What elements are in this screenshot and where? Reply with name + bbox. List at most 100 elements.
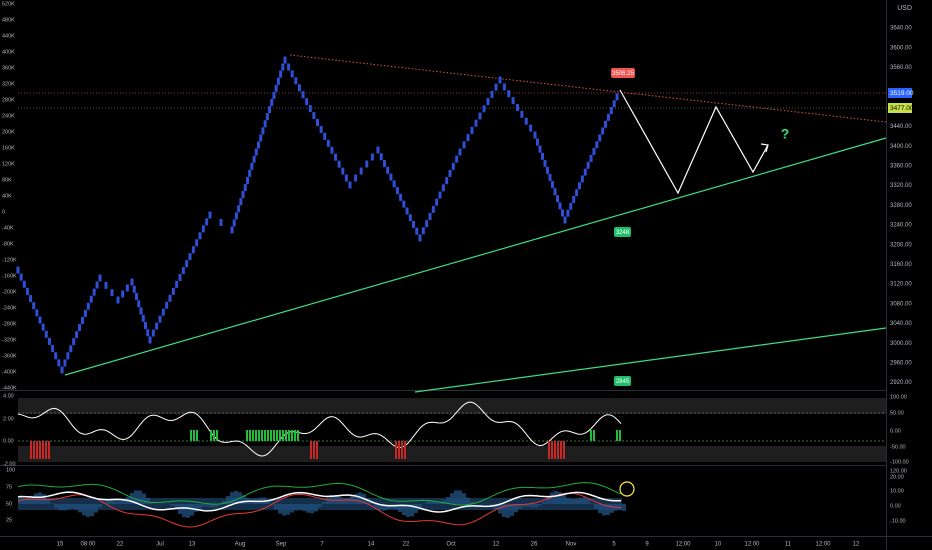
right-axis-label: 0.00 — [890, 428, 901, 434]
histogram-bar — [182, 504, 186, 518]
renko-brick — [334, 153, 338, 161]
signal-bar — [288, 430, 290, 441]
histogram-bar — [222, 501, 226, 504]
right-axis-label: -10.00 — [890, 518, 906, 524]
histogram-bar — [494, 504, 498, 510]
renko-brick — [125, 284, 129, 292]
histogram-bar — [46, 498, 50, 504]
histogram-bar — [622, 504, 626, 511]
renko-brick — [615, 93, 619, 101]
overbought-band — [18, 398, 886, 414]
histogram-bar — [186, 504, 190, 518]
renko-brick — [589, 154, 593, 162]
level-bg — [888, 103, 912, 113]
renko-brick — [312, 112, 316, 120]
renko-brick — [566, 209, 570, 217]
renko-brick — [546, 166, 549, 174]
renko-brick — [283, 56, 287, 64]
renko-brick — [308, 105, 312, 113]
renko-brick — [558, 202, 562, 210]
right-axis-label: 3320.00 — [890, 183, 912, 189]
signal-bar — [196, 430, 198, 441]
histogram-bar — [462, 493, 466, 504]
histogram-bar — [570, 499, 574, 504]
left-axis-label: 2.00 — [3, 416, 14, 422]
time-axis-label: 13 — [189, 542, 196, 548]
renko-brick — [178, 274, 182, 281]
renko-brick — [241, 191, 245, 199]
histogram-bar — [94, 504, 98, 513]
histogram-bar — [130, 492, 134, 504]
histogram-bar — [102, 503, 106, 504]
renko-brick — [592, 148, 596, 156]
signal-bar — [45, 441, 47, 459]
histogram-bar — [430, 500, 434, 504]
renko-brick — [598, 134, 602, 142]
renko-brick — [110, 289, 114, 297]
renko-brick — [155, 322, 159, 330]
histogram-bar — [414, 504, 418, 513]
right-axis-label: 3080.00 — [890, 301, 912, 307]
signal-bar — [193, 430, 195, 441]
renko-brick — [389, 173, 393, 181]
renko-brick — [341, 167, 345, 175]
renko-brick — [601, 127, 605, 135]
histogram-bar — [190, 504, 194, 516]
right-axis-label: -100.00 — [890, 459, 909, 465]
histogram-bar — [450, 493, 454, 504]
renko-brick — [78, 324, 82, 332]
histogram-bar — [278, 504, 282, 514]
signal-bar — [619, 430, 621, 441]
renko-brick — [135, 293, 138, 300]
histogram-bar — [202, 504, 206, 507]
histogram-bar — [170, 504, 174, 506]
right-axis-label: 3240.00 — [890, 223, 912, 229]
histogram-bar — [518, 504, 522, 509]
renko-brick — [72, 338, 76, 346]
histogram-bar — [226, 496, 230, 504]
renko-brick — [245, 176, 249, 184]
support-label-bg — [614, 227, 631, 237]
time-axis-label: 12:00 — [744, 542, 760, 548]
renko-brick — [474, 119, 478, 127]
histogram-bar — [346, 497, 350, 504]
signal-bar — [30, 441, 32, 459]
renko-brick — [316, 119, 319, 126]
renko-brick — [230, 226, 234, 234]
histogram-bar — [586, 499, 590, 504]
signal-bar — [261, 430, 263, 441]
histogram-bar — [198, 504, 202, 509]
renko-brick — [595, 141, 599, 149]
signal-bar — [213, 430, 215, 441]
renko-brick — [151, 329, 155, 337]
histogram-bar — [174, 504, 178, 510]
histogram-bar — [522, 504, 526, 507]
renko-brick — [507, 90, 511, 98]
renko-brick — [95, 281, 99, 289]
renko-brick — [139, 307, 143, 315]
histogram-bar — [574, 498, 578, 504]
signal-bar — [557, 441, 559, 459]
left-axis-label: -40K — [2, 225, 14, 231]
right-axis-label: -50.00 — [890, 444, 906, 450]
histogram-bar — [354, 493, 358, 504]
time-axis-label: 22 — [117, 542, 124, 548]
renko-brick — [612, 100, 616, 108]
renko-brick — [466, 134, 470, 142]
histogram-bar — [106, 500, 110, 504]
histogram-bar — [598, 504, 602, 514]
support-label: 3248 — [616, 230, 630, 236]
signal-bar — [258, 430, 260, 441]
oversold-band — [18, 446, 886, 462]
renko-brick — [66, 352, 70, 360]
signal-bar — [42, 441, 44, 459]
renko-brick — [354, 174, 358, 182]
signal-bar — [39, 441, 41, 459]
histogram-bar — [406, 504, 410, 517]
right-axis-label: 3560.00 — [890, 65, 912, 71]
renko-brick — [75, 331, 79, 339]
time-axis-label: 9 — [645, 542, 649, 548]
signal-bar — [551, 441, 553, 459]
histogram-bar — [562, 494, 566, 504]
histogram-bar — [446, 497, 450, 504]
